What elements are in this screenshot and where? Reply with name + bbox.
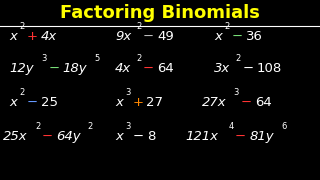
Text: 3: 3 — [41, 54, 47, 63]
Text: 49: 49 — [157, 30, 174, 42]
Text: 2: 2 — [35, 122, 40, 131]
Text: 64y: 64y — [56, 130, 81, 143]
Text: x: x — [10, 30, 18, 42]
Text: 9x: 9x — [115, 30, 132, 42]
Text: 2: 2 — [136, 54, 141, 63]
Text: 4x: 4x — [115, 62, 132, 75]
Text: 18y: 18y — [63, 62, 87, 75]
Text: 27: 27 — [147, 96, 164, 109]
Text: x: x — [214, 30, 222, 42]
Text: x: x — [115, 96, 123, 109]
Text: 2: 2 — [225, 22, 230, 31]
Text: −: − — [143, 62, 154, 75]
Text: 5: 5 — [94, 54, 100, 63]
Text: 108: 108 — [257, 62, 282, 75]
Text: 25: 25 — [41, 96, 58, 109]
Text: 3: 3 — [233, 88, 239, 97]
Text: +: + — [132, 96, 143, 109]
Text: −: − — [132, 130, 143, 143]
Text: 64: 64 — [157, 62, 174, 75]
Text: 2: 2 — [236, 54, 241, 63]
Text: −: − — [143, 30, 154, 42]
Text: x: x — [115, 130, 123, 143]
Text: 81y: 81y — [249, 130, 274, 143]
Text: −: − — [27, 96, 38, 109]
Text: −: − — [242, 62, 253, 75]
Text: 27x: 27x — [202, 96, 226, 109]
Text: 8: 8 — [147, 130, 155, 143]
Text: 4: 4 — [228, 122, 233, 131]
Text: 3: 3 — [125, 88, 131, 97]
Text: −: − — [42, 130, 53, 143]
Text: 3x: 3x — [214, 62, 231, 75]
Text: 3: 3 — [125, 122, 131, 131]
Text: 2: 2 — [20, 88, 25, 97]
Text: −: − — [48, 62, 60, 75]
Text: 2: 2 — [136, 22, 141, 31]
Text: x: x — [10, 96, 18, 109]
Text: 64: 64 — [255, 96, 271, 109]
Text: 2: 2 — [88, 122, 93, 131]
Text: 12y: 12y — [10, 62, 34, 75]
Text: 2: 2 — [20, 22, 25, 31]
Text: 6: 6 — [281, 122, 286, 131]
Text: 25x: 25x — [3, 130, 28, 143]
Text: −: − — [231, 30, 243, 42]
Text: 121x: 121x — [186, 130, 219, 143]
Text: +: + — [27, 30, 37, 42]
Text: −: − — [235, 130, 246, 143]
Text: −: − — [240, 96, 252, 109]
Text: 36: 36 — [246, 30, 263, 42]
Text: Factoring Binomials: Factoring Binomials — [60, 4, 260, 22]
Text: 4x: 4x — [41, 30, 57, 42]
